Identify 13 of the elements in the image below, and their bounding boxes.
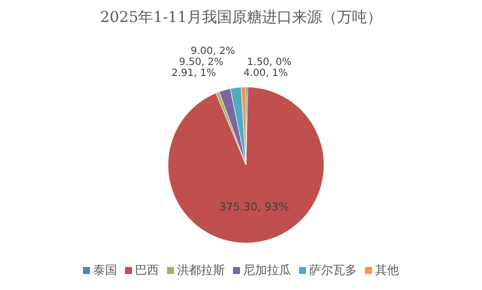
data-label: 9.50, 2% xyxy=(179,57,224,68)
legend-label: 萨尔瓦多 xyxy=(308,262,357,279)
data-label: 4.00, 1% xyxy=(243,68,288,79)
legend-label: 其他 xyxy=(374,262,399,279)
chart-title: 2025年1-11月我国原糖进口来源（万吨） xyxy=(99,8,383,27)
data-label: 2.91, 1% xyxy=(172,68,216,79)
data-label: 375.30, 93% xyxy=(218,200,289,214)
legend-label: 尼加拉瓜 xyxy=(242,262,291,279)
legend-label: 洪都拉斯 xyxy=(176,262,225,279)
legend-label: 巴西 xyxy=(134,262,159,279)
legend-label: 泰国 xyxy=(92,262,117,279)
data-label: 1.50, 0% xyxy=(246,57,292,68)
data-label: 9.00, 2% xyxy=(190,46,236,57)
